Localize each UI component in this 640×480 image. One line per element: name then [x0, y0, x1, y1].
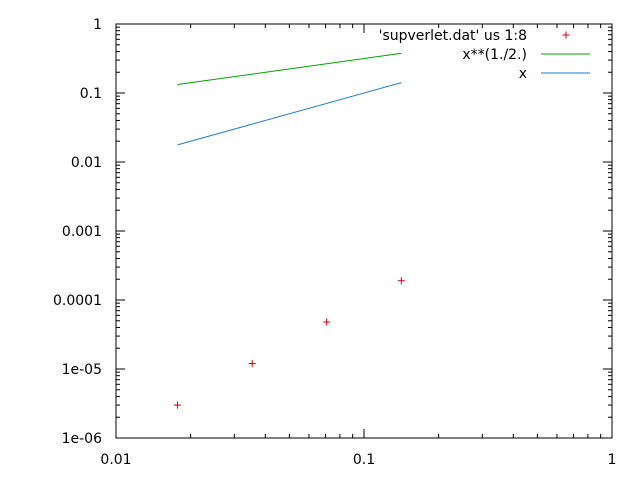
axis-tick-labels: 0.01 0.1 1 1e-06 1e-05 0.0001 0.001 0.01 0.1 1	[53, 17, 616, 468]
legend-label: 'supverlet.dat' us 1:8	[379, 28, 527, 44]
data-point	[397, 277, 405, 285]
data-point	[323, 318, 331, 326]
data-point	[173, 401, 181, 409]
y-tick-label: 0.001	[62, 224, 102, 240]
x-tick-label: 0.1	[353, 452, 375, 468]
data-series	[173, 52, 405, 409]
x-tick-label: 1	[608, 452, 617, 468]
y-tick-label: 1e-05	[62, 362, 102, 378]
axis-ticks	[115, 23, 613, 439]
legend: 'supverlet.dat' us 1:8 x**(1./2.) x	[379, 28, 590, 82]
legend-marker	[562, 31, 570, 39]
legend-label: x	[519, 66, 527, 82]
legend-label: x**(1./2.)	[462, 47, 527, 63]
plot-frame	[115, 23, 613, 439]
y-tick-label: 1	[93, 17, 102, 33]
data-point	[248, 360, 256, 368]
y-tick-label: 0.1	[80, 86, 102, 102]
x-tick-label: 0.01	[100, 452, 131, 468]
y-tick-label: 1e-06	[62, 431, 102, 447]
series-line	[177, 52, 402, 85]
series-line	[177, 82, 402, 146]
y-tick-label: 0.0001	[53, 293, 102, 309]
y-tick-label: 0.01	[71, 155, 102, 171]
